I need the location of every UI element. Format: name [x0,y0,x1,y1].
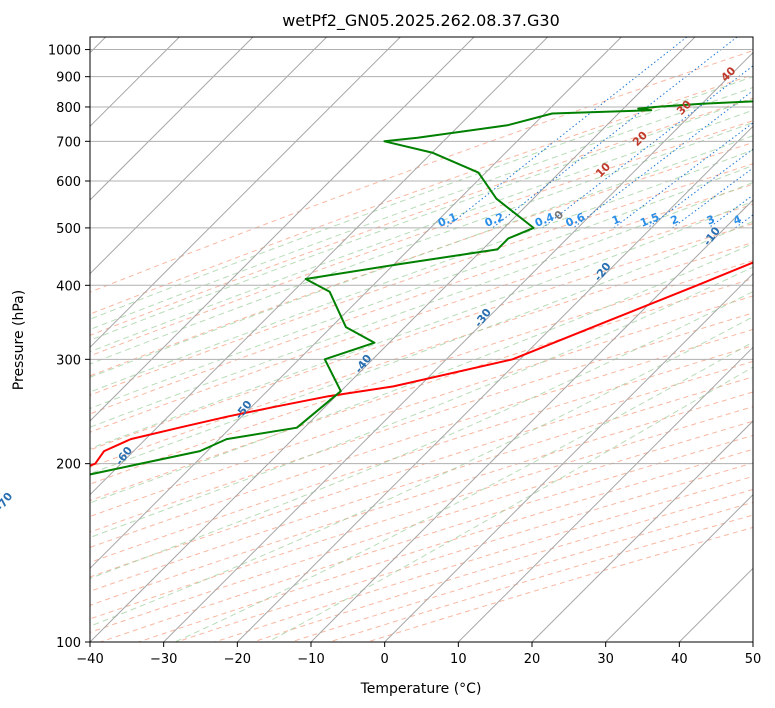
y-axis-label: Pressure (hPa) [11,290,27,390]
y-tick-label: 300 [56,353,81,368]
y-tick-label: 100 [56,636,81,651]
chart-title: wetPf2_GN05.2025.262.08.37.G30 [282,11,560,31]
x-tick-label: 20 [524,652,541,667]
moist-adiabat-line [90,291,753,579]
moist-adiabat-line [90,86,753,331]
y-tick-label: 800 [56,101,81,116]
x-tick-label: 10 [450,652,467,667]
isotherm-line [457,346,753,642]
isotherm-line [236,125,753,642]
background-lines [90,37,753,642]
x-tick-label: −40 [76,652,103,667]
isotherm-line [310,199,753,642]
mixing-ratio-line [542,65,753,229]
isotherm-line [90,37,401,349]
y-tick-label: 200 [56,458,81,473]
y-tick-label: 600 [56,175,81,190]
x-tick-label: −10 [297,652,324,667]
isotherm-line [90,37,696,642]
isotherm-line [163,51,753,642]
moist-adiabat-line [90,316,753,627]
y-tick-label: 900 [56,71,81,86]
y-tick-label: 700 [56,135,81,150]
plot-area-background [90,37,753,642]
isotherm-line [90,37,475,422]
profile-series [90,100,753,476]
isotherm-line [752,641,753,642]
mixing-ratio-line [672,167,753,229]
mixing-ratio-line [572,90,753,229]
y-axis-ticks: 100 200 300 400 500 600 700 800 900 1000 [48,44,90,651]
x-tick-label: 40 [671,652,688,667]
dry-adiabat-line [90,295,753,518]
x-tick-label: 30 [597,652,614,667]
isotherm-line [90,37,254,201]
x-axis-ticks: −40 −30 −20 −10 0 10 20 30 40 50 [76,642,761,667]
mixing-ratio-label: 2 [669,213,681,228]
x-tick-label: −20 [224,652,251,667]
x-tick-label: −30 [150,652,177,667]
x-axis-label: Temperature (°C) [360,681,482,697]
y-tick-label: 400 [56,279,81,294]
dry-adiabat-line [90,163,753,396]
isotherm-line [90,37,328,275]
dry-adiabat-line [90,312,753,533]
isotherm-label: -70 [0,490,16,514]
isotherm-line [384,272,753,642]
isotherm-line [531,420,753,642]
dry-adiabat-line [90,241,753,468]
mixing-ratio-label: 1 [610,213,622,228]
mixing-ratio-line [492,37,738,229]
y-tick-label: 1000 [48,44,81,59]
dry-adiabat-line [90,74,753,315]
moist-adiabat-line [90,76,753,320]
dry-adiabat-line [90,141,753,377]
pressure-grid [90,49,753,642]
dry-adiabat-line [90,203,753,433]
moist-adiabat-line [90,164,753,409]
dewpoint-profile-line [90,100,753,476]
x-tick-label: 0 [381,652,389,667]
dry-adiabat-line [90,50,753,293]
moist-adiabat-line [267,366,753,642]
x-tick-label: 50 [745,652,762,667]
mixing-ratio-label: 3 [705,213,717,228]
isotherm-line [90,37,622,570]
y-tick-label: 500 [56,222,81,237]
moist-adiabat-line [90,109,753,353]
dry-adiabat-line [90,391,753,606]
dry-adiabat-line [90,345,753,563]
moist-adiabat-line [90,200,753,450]
isotherm-line [90,37,549,496]
plot-frame [89,36,754,643]
isotherm-line [605,493,753,642]
